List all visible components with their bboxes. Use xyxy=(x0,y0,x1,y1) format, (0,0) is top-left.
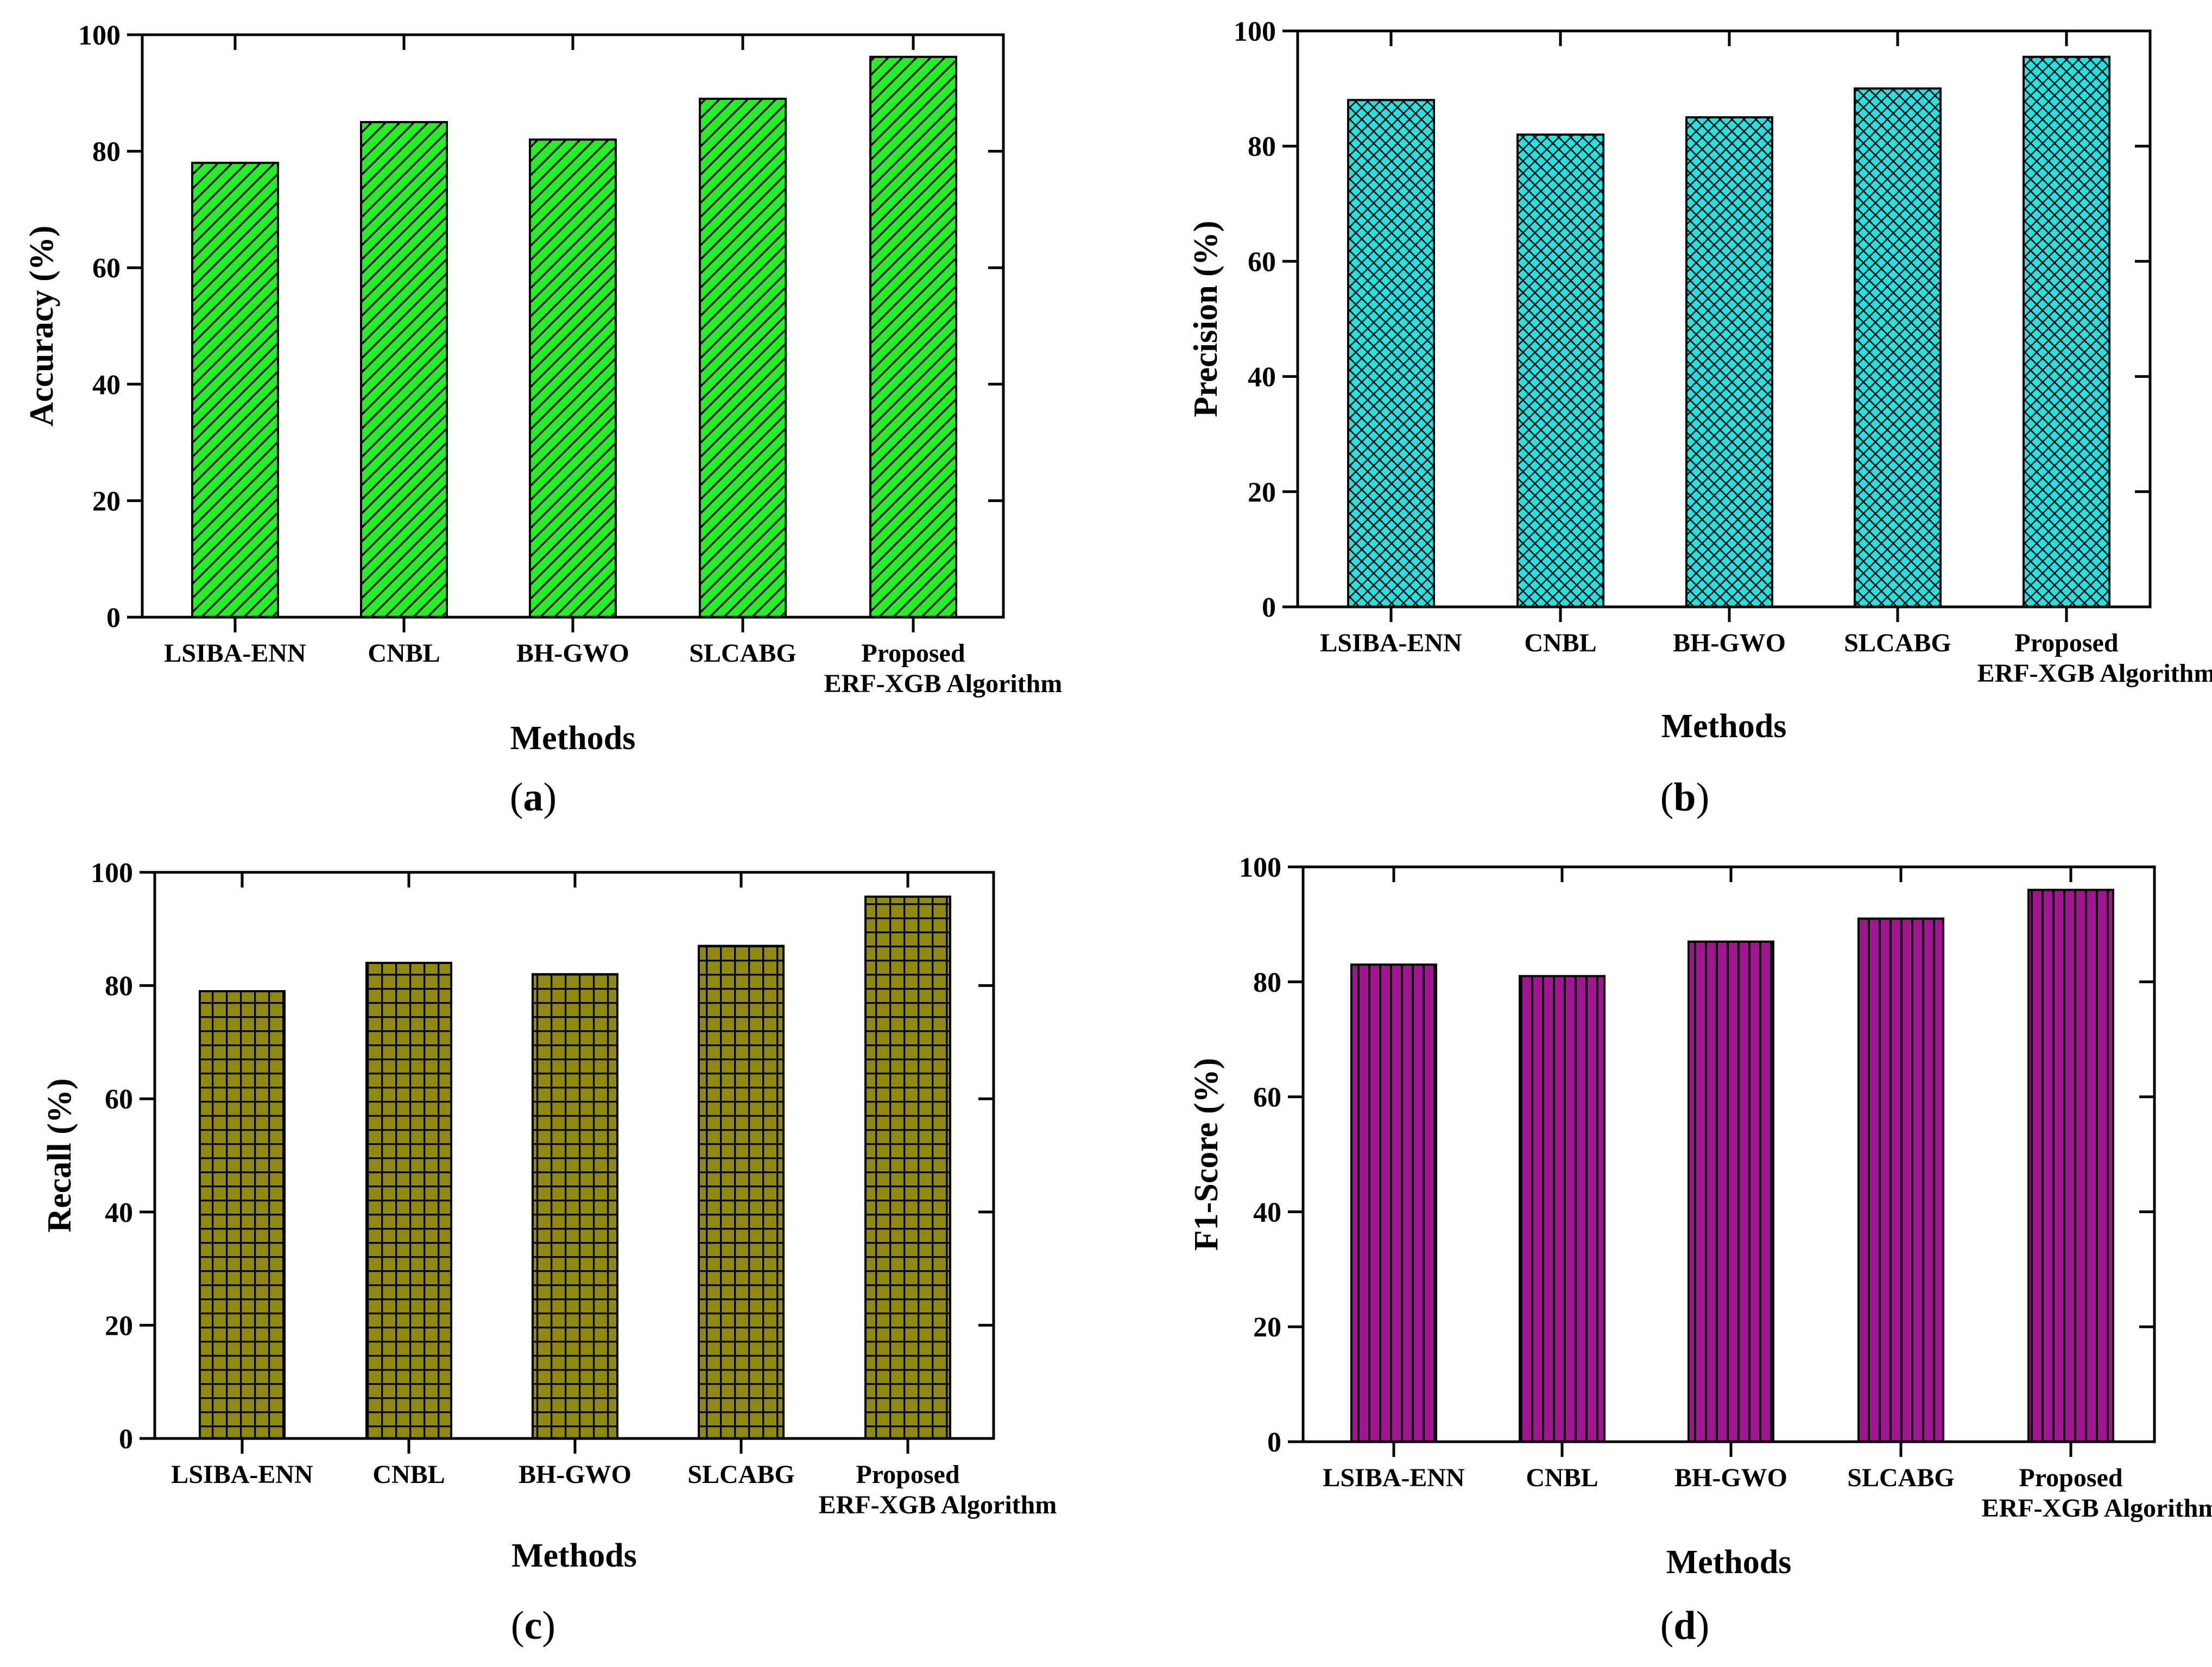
x-tick-label: ERF-XGB Algorithm xyxy=(824,669,1063,698)
y-tick-label: 60 xyxy=(92,253,121,284)
y-axis-label: Recall (%) xyxy=(41,1078,78,1232)
y-tick-label: 80 xyxy=(1253,967,1281,998)
bar-cnbl xyxy=(1516,133,1604,609)
bar-slcabg xyxy=(1857,917,1944,1443)
x-tick-label: SLCABG xyxy=(1847,1463,1954,1492)
y-tick-label: 20 xyxy=(1248,477,1276,508)
y-tick-label: 100 xyxy=(1239,852,1281,883)
bar-proposed xyxy=(864,895,951,1440)
panel-recall: 0 20 40 60 80 100 LSIBA-ENN CNBL BH-GWO SLCABG Pro… xyxy=(41,858,1057,1648)
bar-bh-gwo xyxy=(529,138,617,618)
x-tick-label: Proposed xyxy=(861,639,965,668)
x-tick-label: ERF-XGB Algorithm xyxy=(1977,659,2212,688)
bar-lsiba-enn xyxy=(1350,964,1437,1443)
x-tick-label: CNBL xyxy=(368,639,440,668)
y-tick-label: 0 xyxy=(106,603,121,633)
bar-bh-gwo xyxy=(1685,116,1773,608)
bar-proposed xyxy=(2027,889,2114,1443)
x-tick-label: BH-GWO xyxy=(1673,629,1786,657)
bar-lsiba-enn xyxy=(1347,99,1435,608)
y-tick-label: 40 xyxy=(1253,1197,1281,1228)
plot-frame xyxy=(1301,865,2156,1443)
x-axis-label: Methods xyxy=(510,720,636,757)
x-tick-label: BH-GWO xyxy=(519,1460,631,1489)
y-tick-label: 40 xyxy=(105,1197,133,1228)
bar-proposed xyxy=(2023,55,2110,609)
x-tick-label: Proposed xyxy=(2014,629,2118,657)
x-tick-label: BH-GWO xyxy=(516,639,629,668)
x-tick-label: SLCABG xyxy=(689,639,796,668)
bar-slcabg xyxy=(698,945,785,1440)
bar-lsiba-enn xyxy=(199,990,286,1440)
bar-lsiba-enn xyxy=(191,162,279,618)
y-tick-label: 80 xyxy=(1248,131,1276,162)
y-tick-label: 100 xyxy=(91,858,133,889)
y-tick-label: 80 xyxy=(92,137,121,168)
panel-accuracy: 0 20 40 60 80 100 LSIBA-ENN CNBL BH-GWO SLCABG Pro… xyxy=(23,20,1062,820)
panel-label: (d) xyxy=(1660,1603,1709,1648)
panel-label: (b) xyxy=(1660,775,1709,820)
x-tick-label: SLCABG xyxy=(1844,629,1951,657)
bar-cnbl xyxy=(360,121,448,618)
y-tick-label: 60 xyxy=(105,1084,133,1115)
bar-cnbl xyxy=(365,961,452,1440)
bar-bh-gwo xyxy=(1688,940,1774,1443)
y-axis-label: Accuracy (%) xyxy=(23,225,60,426)
x-tick-label: LSIBA-ENN xyxy=(1320,629,1462,657)
x-tick-label: CNBL xyxy=(1524,629,1596,657)
y-tick-label: 20 xyxy=(92,486,121,517)
y-tick-label: 40 xyxy=(1248,362,1276,393)
y-axis-label: Precision (%) xyxy=(1187,220,1224,417)
x-tick-label: LSIBA-ENN xyxy=(1323,1463,1465,1492)
y-tick-label: 0 xyxy=(1262,592,1276,623)
panel-label: (c) xyxy=(511,1603,555,1648)
y-tick-label: 100 xyxy=(78,20,121,51)
x-axis-label: Methods xyxy=(511,1537,637,1574)
y-axis-label: F1-Score (%) xyxy=(1188,1058,1225,1251)
y-tick-label: 20 xyxy=(105,1310,133,1341)
y-tick-label: 0 xyxy=(1267,1427,1281,1458)
panel-precision: 0 20 40 60 80 100 LSIBA-ENN CNBL BH-GWO SLCABG Pro… xyxy=(1187,16,2212,820)
y-tick-label: 40 xyxy=(92,370,121,401)
bar-proposed xyxy=(869,55,957,618)
x-tick-label: SLCABG xyxy=(687,1460,794,1489)
x-axis-label: Methods xyxy=(1661,708,1787,745)
x-tick-label: CNBL xyxy=(372,1460,445,1489)
x-tick-label: ERF-XGB Algorithm xyxy=(1982,1494,2212,1523)
x-tick-label: BH-GWO xyxy=(1674,1463,1787,1492)
x-tick-label: LSIBA-ENN xyxy=(171,1460,313,1489)
panel-label: (a) xyxy=(510,775,557,820)
bar-cnbl xyxy=(1519,975,1606,1443)
y-tick-label: 20 xyxy=(1253,1312,1281,1343)
x-tick-label: Proposed xyxy=(856,1460,959,1489)
bar-slcabg xyxy=(699,98,787,618)
x-axis-label: Methods xyxy=(1666,1544,1792,1581)
x-tick-label: Proposed xyxy=(2019,1463,2122,1492)
y-tick-label: 0 xyxy=(119,1424,133,1455)
panel-f1-score: 0 20 40 60 80 100 LSIBA-ENN CNBL BH-GWO SLCABG Pro… xyxy=(1188,852,2212,1648)
bar-bh-gwo xyxy=(532,973,618,1440)
x-tick-label: CNBL xyxy=(1526,1463,1598,1492)
y-tick-label: 100 xyxy=(1234,16,1276,47)
y-tick-label: 80 xyxy=(105,971,133,1002)
x-tick-label: ERF-XGB Algorithm xyxy=(819,1491,1057,1519)
y-tick-label: 60 xyxy=(1248,246,1276,277)
y-tick-label: 60 xyxy=(1253,1082,1281,1113)
bar-slcabg xyxy=(1854,87,1942,609)
plot-frame xyxy=(1296,29,2152,609)
x-tick-label: LSIBA-ENN xyxy=(164,639,306,668)
